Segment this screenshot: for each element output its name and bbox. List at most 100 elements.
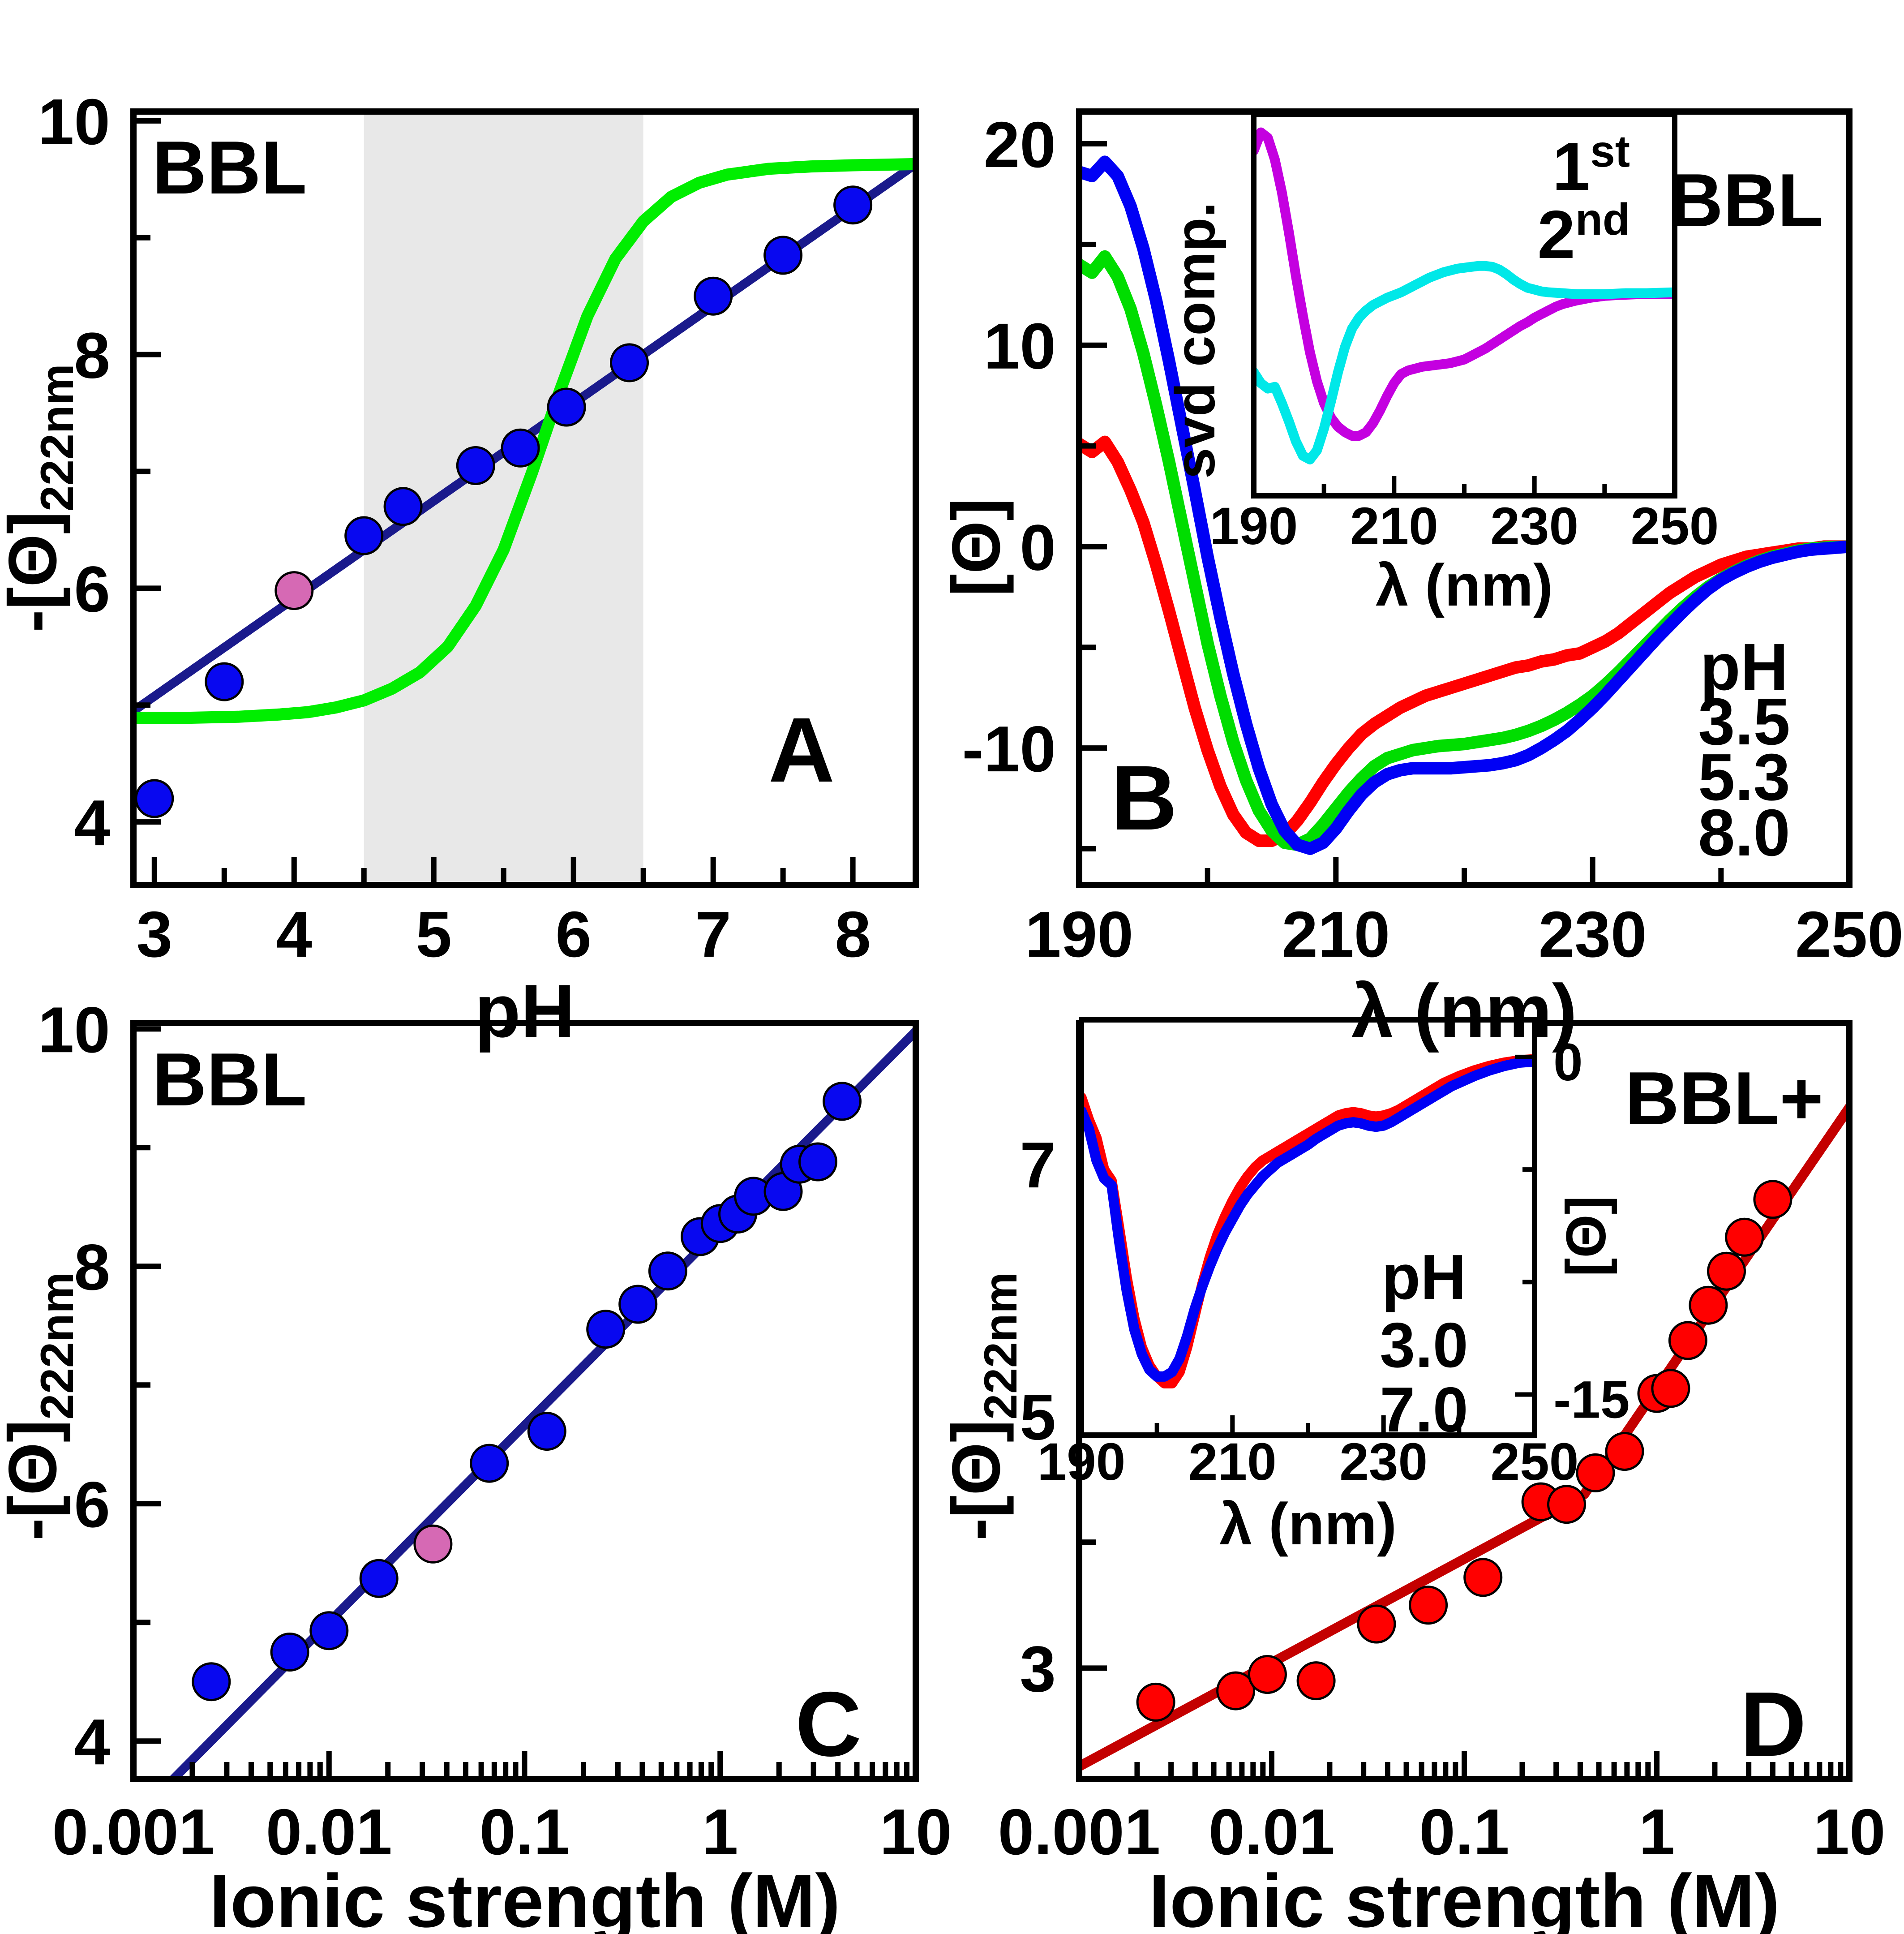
- x-tick-label: 230: [1339, 1432, 1428, 1491]
- panel-a-title: BBL: [152, 125, 307, 210]
- data-point: [1707, 1251, 1746, 1291]
- data-point: [1296, 1661, 1336, 1701]
- series-cd-spectrum-ph8.0: [1079, 155, 1849, 855]
- data-point: [501, 428, 540, 468]
- y-tick-label: 8: [74, 1231, 110, 1303]
- plot-frame: [1079, 1017, 1537, 1438]
- x-tick-label: 250: [1491, 1432, 1579, 1491]
- data-point: [359, 1559, 399, 1598]
- series-svd-component-1: [1254, 127, 1675, 441]
- panel-d-inset-legend-ph3.0: 3.0: [1380, 1310, 1468, 1381]
- series-protonation-fit-curve: [133, 158, 916, 724]
- inset-xaxis-title: λ (nm): [1219, 1491, 1397, 1557]
- y-tick-label: 0: [1020, 511, 1056, 584]
- y-tick-label: 7: [1020, 1129, 1056, 1201]
- data-point: [618, 1285, 658, 1324]
- y-tick-label: 4: [74, 1706, 110, 1778]
- axes-C: 0.001 0.01 0.1 1 10 4 6 8 10: [38, 993, 952, 1868]
- panel-c-chart: 0.001 0.01 0.1 1 10 4 6 8 10 -[Θ]222nm: [0, 993, 952, 1868]
- data-point: [413, 1524, 453, 1564]
- x-tick-label: 0.01: [266, 1796, 392, 1868]
- data-point: [1136, 1682, 1175, 1722]
- panel-d-inset-legend-ph7.0: 7.0: [1380, 1374, 1468, 1445]
- panel-a-xaxis-title: pH: [475, 969, 575, 1053]
- inset-legend-svd-2: 2nd: [1537, 194, 1630, 273]
- x-tick-label: 190: [1210, 497, 1298, 556]
- axes-B-inset: 190 210 230 250: [1210, 112, 1719, 556]
- x-tick-label: 210: [1350, 497, 1438, 556]
- x-tick-label: 7: [695, 898, 731, 971]
- x-tick-label: 250: [1631, 497, 1719, 556]
- data-point: [1248, 1655, 1287, 1694]
- x-tick-label: 4: [276, 898, 312, 971]
- data-point: [823, 1082, 862, 1121]
- data-point: [798, 1142, 837, 1182]
- axes-D-inset: 190 210 230 250 0 -15: [1038, 1017, 1630, 1491]
- data-point: [547, 387, 586, 427]
- panel-c-xaxis-title: Ionic strength (M): [209, 1859, 840, 1934]
- labels-layer: BBL A pH BBL B λ (nm) pH 3.5 5.3 8.0 BBL…: [152, 125, 1823, 1934]
- y-tick-label: 10: [38, 86, 110, 158]
- data-point: [470, 1444, 509, 1483]
- inset-yaxis-title: svd comp.: [1164, 202, 1226, 479]
- panel-a-letter: A: [768, 699, 835, 801]
- series-cd222-ionic-data: [192, 1082, 862, 1702]
- series-cd222-ionic-data: [1136, 1180, 1793, 1722]
- x-tick-label: 1: [1639, 1796, 1675, 1868]
- x-tick-label: 6: [555, 898, 592, 971]
- series-cd222-ph-data: [135, 185, 873, 818]
- data-point: [135, 779, 174, 818]
- data-point: [1216, 1671, 1256, 1711]
- panel-b-letter: B: [1111, 747, 1177, 849]
- y-tick-label: -15: [1553, 1371, 1630, 1430]
- plot-frame: [130, 1020, 919, 1782]
- data-point: [1463, 1558, 1503, 1597]
- inset-xaxis-title: λ (nm): [1376, 552, 1553, 618]
- data-point: [833, 185, 873, 225]
- y-tick-label: 8: [74, 319, 110, 392]
- x-tick-label: 0.1: [1419, 1796, 1509, 1868]
- panel-b-legend-title: pH: [1700, 630, 1788, 704]
- data-point: [527, 1412, 566, 1451]
- data-point: [763, 236, 803, 275]
- panel-b-legend-ph5.3: 5.3: [1698, 740, 1790, 814]
- data-point: [1753, 1180, 1793, 1219]
- data-point: [205, 662, 244, 701]
- y-tick-label: 0: [1553, 1033, 1583, 1092]
- x-tick-label: 210: [1188, 1432, 1277, 1491]
- panel-c-letter: C: [795, 1673, 862, 1775]
- x-tick-label: 10: [879, 1796, 952, 1868]
- data-point: [586, 1310, 626, 1349]
- data-point: [694, 276, 733, 316]
- panel-b-yaxis-title: [Θ]: [938, 498, 1014, 596]
- data-point: [383, 487, 423, 526]
- data-point: [456, 446, 495, 485]
- panel-d-xaxis-title: Ionic strength (M): [1149, 1859, 1780, 1934]
- data-point: [1605, 1432, 1644, 1471]
- data-point: [1409, 1586, 1448, 1625]
- data-point: [1547, 1485, 1586, 1524]
- data-point: [610, 343, 649, 383]
- x-tick-label: 230: [1490, 497, 1578, 556]
- x-tick-label: 0.1: [480, 1796, 570, 1868]
- data-point: [274, 571, 314, 610]
- panel-b-legend-ph3.5: 3.5: [1698, 685, 1790, 759]
- y-tick-label: -10: [962, 713, 1056, 785]
- x-tick-label: 0.01: [1209, 1796, 1335, 1868]
- y-tick-label: 6: [74, 1468, 110, 1541]
- panel-b-chart: 190 210 230 250 20 10 0 -10 [Θ] 190 210 230 250 λ (nm…: [938, 108, 1904, 971]
- panel-b-legend-ph8.0: 8.0: [1698, 796, 1790, 870]
- y-tick-label: 6: [74, 553, 110, 625]
- panel-c-title: BBL: [152, 1037, 307, 1122]
- data-point: [1651, 1369, 1690, 1408]
- series-cd-spectrum-ph3.5: [1079, 435, 1849, 847]
- panel-c-yaxis-title: -[Θ]222nm: [0, 1272, 83, 1541]
- x-tick-label: 190: [1038, 1432, 1126, 1491]
- x-tick-label: 250: [1795, 898, 1904, 971]
- axes-B: 190 210 230 250 20 10 0 -10: [962, 108, 1904, 971]
- x-tick-label: 5: [416, 898, 452, 971]
- x-tick-label: 8: [835, 898, 871, 971]
- inset-yaxis-title: [Θ]: [1555, 1196, 1617, 1276]
